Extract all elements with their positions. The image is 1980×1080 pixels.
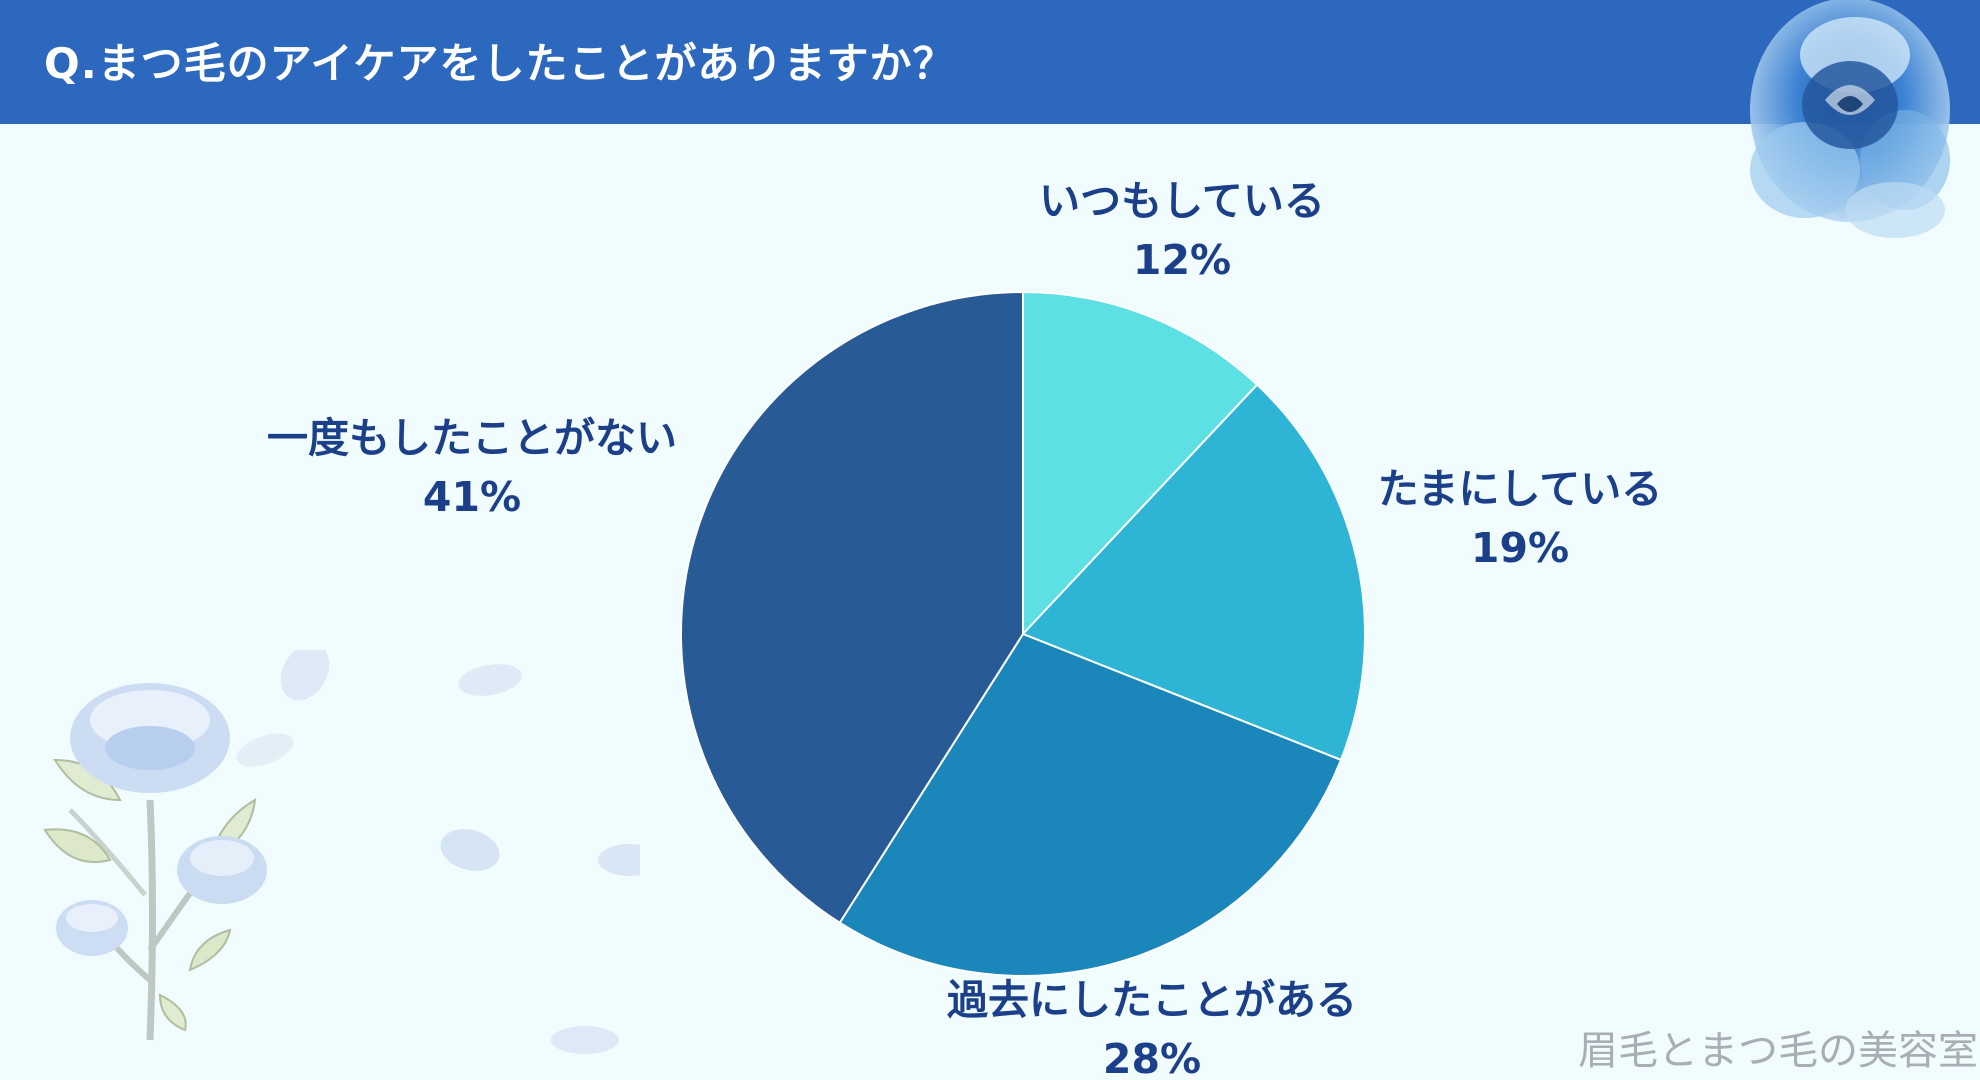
rose-bouquet-illustration: [43, 650, 640, 1054]
header-bar: Q.まつ毛のアイケアをしたことがありますか？: [0, 0, 1980, 124]
petal-icon: [280, 650, 330, 701]
slice-label: 過去にしたことがある: [947, 976, 1357, 1024]
slice-label: たまにしている: [1378, 465, 1663, 513]
slice-label: いつもしている: [1039, 177, 1325, 225]
petal-icon: [440, 829, 500, 871]
blue-rose-icon: [1750, 0, 1950, 238]
slice-value-label: 28%: [1103, 1035, 1201, 1080]
slice-value-label: 12%: [1133, 236, 1231, 284]
pie-slice: [1021, 383, 1366, 762]
slice-value-label: 19%: [1471, 524, 1569, 572]
watermark: 眉毛とまつ毛の美容室: [1578, 1028, 1978, 1074]
slice-label: 一度もしたことがない: [267, 414, 677, 462]
petal-icon: [551, 1026, 619, 1054]
question-title: Q.まつ毛のアイケアをしたことがありますか？: [44, 39, 956, 88]
pie-slice: [838, 632, 1343, 977]
petal-icon: [598, 844, 640, 876]
pie-slice: [1022, 290, 1259, 637]
slice-value-label: 41%: [423, 473, 521, 521]
pie-slice: [680, 290, 1024, 925]
petal-icon: [458, 664, 522, 696]
petal-icon: [236, 733, 294, 767]
